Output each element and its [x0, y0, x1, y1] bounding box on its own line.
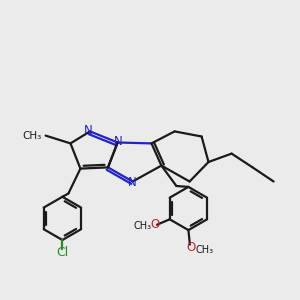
- Text: CH₃: CH₃: [196, 245, 214, 255]
- Text: CH₃: CH₃: [134, 221, 152, 231]
- Text: CH₃: CH₃: [23, 130, 42, 141]
- Text: N: N: [128, 176, 136, 189]
- Text: O: O: [187, 241, 196, 254]
- Text: Cl: Cl: [56, 246, 68, 259]
- Text: O: O: [150, 218, 159, 231]
- Text: N: N: [84, 124, 93, 137]
- Text: N: N: [114, 135, 123, 148]
